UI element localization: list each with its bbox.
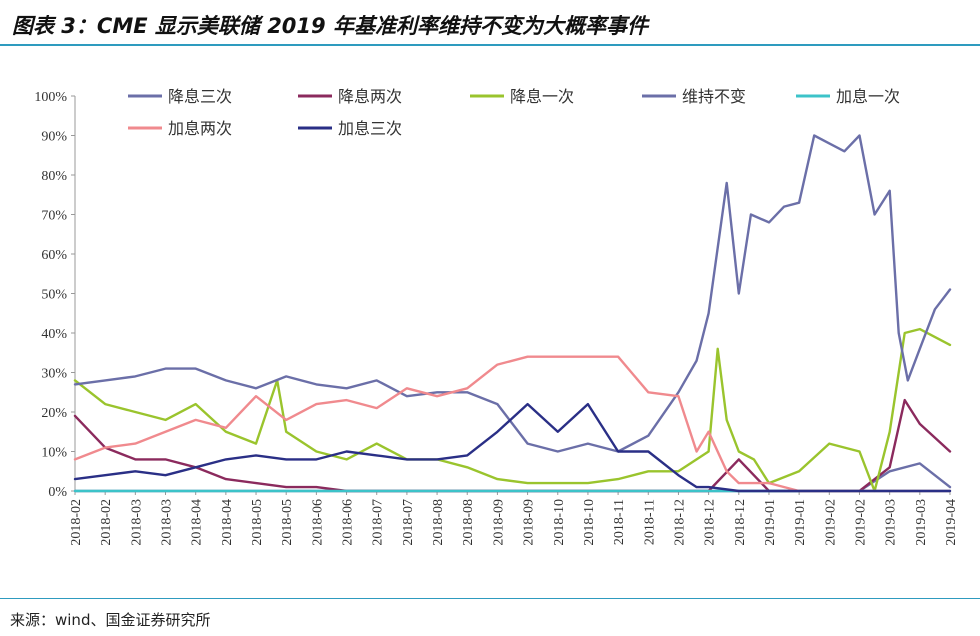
source-rule — [0, 598, 980, 599]
x-tick-label: 2019-02 — [853, 499, 868, 546]
x-tick-label: 2018-10 — [582, 499, 597, 546]
legend-label: 维持不变 — [682, 87, 746, 106]
x-tick-label: 2018-04 — [190, 499, 205, 546]
x-tick-label: 2018-08 — [461, 499, 476, 546]
series-line-0 — [73, 462, 952, 493]
y-tick-label: 10% — [41, 446, 67, 461]
y-tick-label: 20% — [41, 406, 67, 421]
y-tick-label: 90% — [41, 130, 67, 145]
x-tick-label: 2018-04 — [220, 499, 235, 546]
series-line-2 — [73, 327, 952, 493]
x-tick-label: 2018-03 — [129, 499, 144, 546]
x-tick-label: 2019-02 — [823, 499, 838, 546]
y-tick-label: 30% — [41, 367, 67, 382]
x-tick-label: 2019-03 — [914, 499, 929, 546]
y-tick-label: 80% — [41, 169, 67, 184]
x-tick-label: 2019-01 — [793, 499, 808, 546]
legend-label: 降息两次 — [338, 87, 402, 106]
x-tick-label: 2018-05 — [250, 499, 265, 546]
x-tick-label: 2018-02 — [69, 499, 84, 546]
y-tick-label: 40% — [41, 327, 67, 342]
series-line-6 — [73, 402, 952, 493]
legend-label: 降息三次 — [168, 87, 232, 106]
y-tick-label: 100% — [34, 90, 67, 105]
series-line-5 — [73, 355, 952, 493]
legend-label: 加息两次 — [168, 119, 232, 138]
x-tick-label: 2018-12 — [672, 499, 687, 546]
legend-label: 降息一次 — [510, 87, 574, 106]
x-tick-label: 2019-01 — [763, 499, 778, 546]
chart-axes: 0% 10% 20% 30% 40% 50% 60% 70% 80% 90% 100% 2018-02… — [34, 90, 959, 546]
x-tick-label: 2018-05 — [280, 499, 295, 546]
x-tick-label: 2018-07 — [401, 499, 416, 546]
x-tick-label: 2018-12 — [703, 499, 718, 546]
title-rule — [0, 44, 980, 46]
x-tick-label: 2018-03 — [160, 499, 175, 546]
x-tick-label: 2018-11 — [612, 499, 627, 545]
source-note: 来源：wind、国金证券研究所 — [10, 611, 211, 629]
x-tick-label: 2018-06 — [341, 499, 356, 546]
figure-title: 图表 3：CME 显示美联储 2019 年基准利率维持不变为大概率事件 — [12, 14, 648, 38]
y-tick-label: 60% — [41, 248, 67, 263]
legend-label: 加息三次 — [338, 119, 402, 138]
x-tick-label: 2019-03 — [884, 499, 899, 546]
x-tick-label: 2018-09 — [522, 499, 537, 546]
series-line-3 — [73, 134, 952, 453]
x-tick-label: 2018-11 — [642, 499, 657, 545]
x-tick-label: 2018-06 — [310, 499, 325, 546]
legend-label: 加息一次 — [836, 87, 900, 106]
x-tick-label: 2018-12 — [733, 499, 748, 546]
x-tick-label: 2018-09 — [491, 499, 506, 546]
y-tick-label: 50% — [41, 288, 67, 303]
y-tick-label: 70% — [41, 209, 67, 224]
x-tick-label: 2018-02 — [99, 499, 114, 546]
x-tick-label: 2018-10 — [552, 499, 567, 546]
y-tick-label: 0% — [48, 485, 67, 500]
x-tick-label: 2018-07 — [371, 499, 386, 546]
chart-series-layer — [73, 134, 952, 493]
x-tick-label: 2018-08 — [431, 499, 446, 546]
x-tick-label: 2019-04 — [944, 499, 959, 546]
